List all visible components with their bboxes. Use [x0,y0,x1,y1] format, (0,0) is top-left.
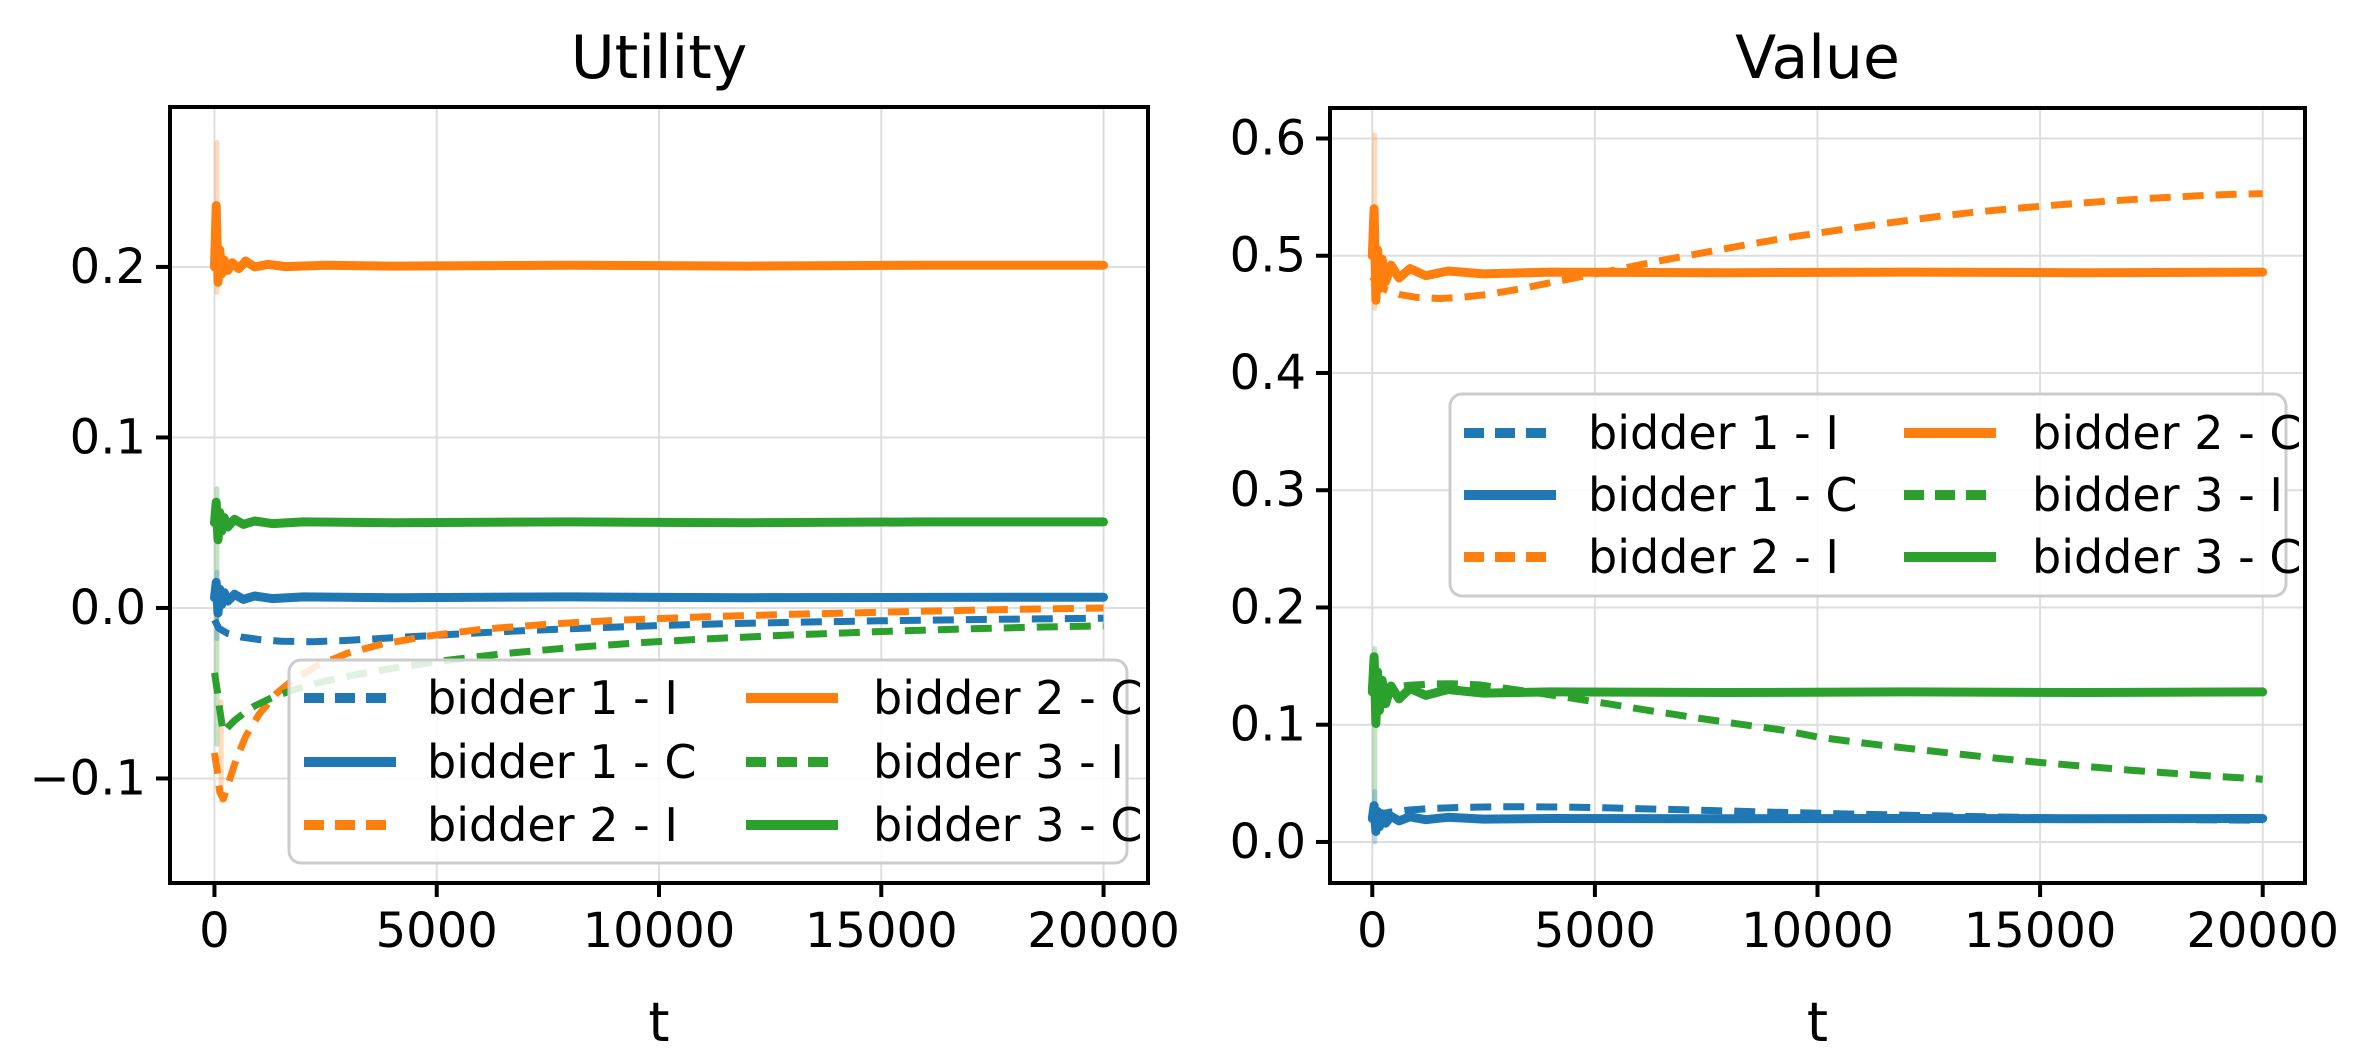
series-line-bidder-1---i [211,614,1104,646]
xtick-label: 0 [1357,903,1388,959]
xtick-label: 5000 [376,903,498,959]
ytick-label: 0.6 [1230,110,1306,166]
legend-label-bidder-2---i: bidder 2 - I [427,798,678,852]
chart-title-value: Value [1735,23,1900,93]
series-line-bidder-3---c [1367,652,2268,728]
chart-title-utility: Utility [571,23,747,93]
chart-utility: 0.2 0.1 0.0 −0.1 0 5000 10000 15000 20000 Utility… [29,23,1179,1053]
ytick-label: 0.4 [1230,345,1306,401]
legend-frame [1448,392,2288,598]
series-line-bidder-1---i [1370,803,2263,824]
xtick-label: 10000 [583,903,736,959]
legend-label-bidder-2---i: bidder 2 - I [1588,530,1839,584]
series-line-bidder-3---i [1370,680,2263,783]
xtick-label: 5000 [1534,903,1656,959]
legend-label-bidder-1---i: bidder 1 - I [1588,406,1839,460]
legend-label-bidder-2---c: bidder 2 - C [2032,406,2301,460]
xtick-label: 20000 [1027,903,1180,959]
ytick-label: 0.0 [1230,814,1306,870]
legend-frame [287,658,1129,865]
series-line-bidder-2---i [1369,190,2263,302]
ytick-label: 0.2 [1230,579,1306,635]
legend-label-bidder-1---c: bidder 1 - C [1588,468,1857,522]
series-line-bidder-2---c [1367,204,2268,305]
legend-utility: bidder 1 - I bidder 1 - C bidder 2 - I bidd… [287,658,1142,865]
chart-value: 0.6 0.5 0.4 0.3 0.2 0.1 0.0 0 5000 10000 15000 2000… [1230,23,2339,1053]
series-line-bidder-1---c [210,577,1108,618]
ytick-label: 0.3 [1230,462,1306,518]
xaxis-label: t [1807,991,1828,1053]
legend-label-bidder-3---c: bidder 3 - C [873,798,1142,852]
legend-label-bidder-1---c: bidder 1 - C [427,735,696,789]
series-line-bidder-2---c [210,201,1108,287]
xtick-label: 15000 [805,903,958,959]
xtick-label: 20000 [2186,903,2339,959]
xaxis-label: t [648,991,669,1053]
ytick-label: 0.2 [70,239,146,295]
ytick-label: 0.5 [1230,228,1306,284]
xtick-label: 15000 [1964,903,2117,959]
legend-value: bidder 1 - I bidder 1 - C bidder 2 - I bidd… [1448,392,2301,598]
xtick-label: 10000 [1741,903,1894,959]
legend-label-bidder-3---c: bidder 3 - C [2032,530,2301,584]
legend-label-bidder-3---i: bidder 3 - I [2032,468,2283,522]
legend-label-bidder-3---i: bidder 3 - I [873,735,1124,789]
xtick-label: 0 [199,903,230,959]
ytick-label: 0.1 [70,409,146,465]
series-line-bidder-3---c [210,497,1108,545]
legend-label-bidder-2---c: bidder 2 - C [873,671,1142,725]
legend-label-bidder-1---i: bidder 1 - I [427,671,678,725]
series-line-bidder-2---i [211,604,1104,803]
ytick-label: 0.1 [1230,697,1306,753]
ytick-label: −0.1 [29,750,146,806]
ytick-label: 0.0 [70,580,146,636]
